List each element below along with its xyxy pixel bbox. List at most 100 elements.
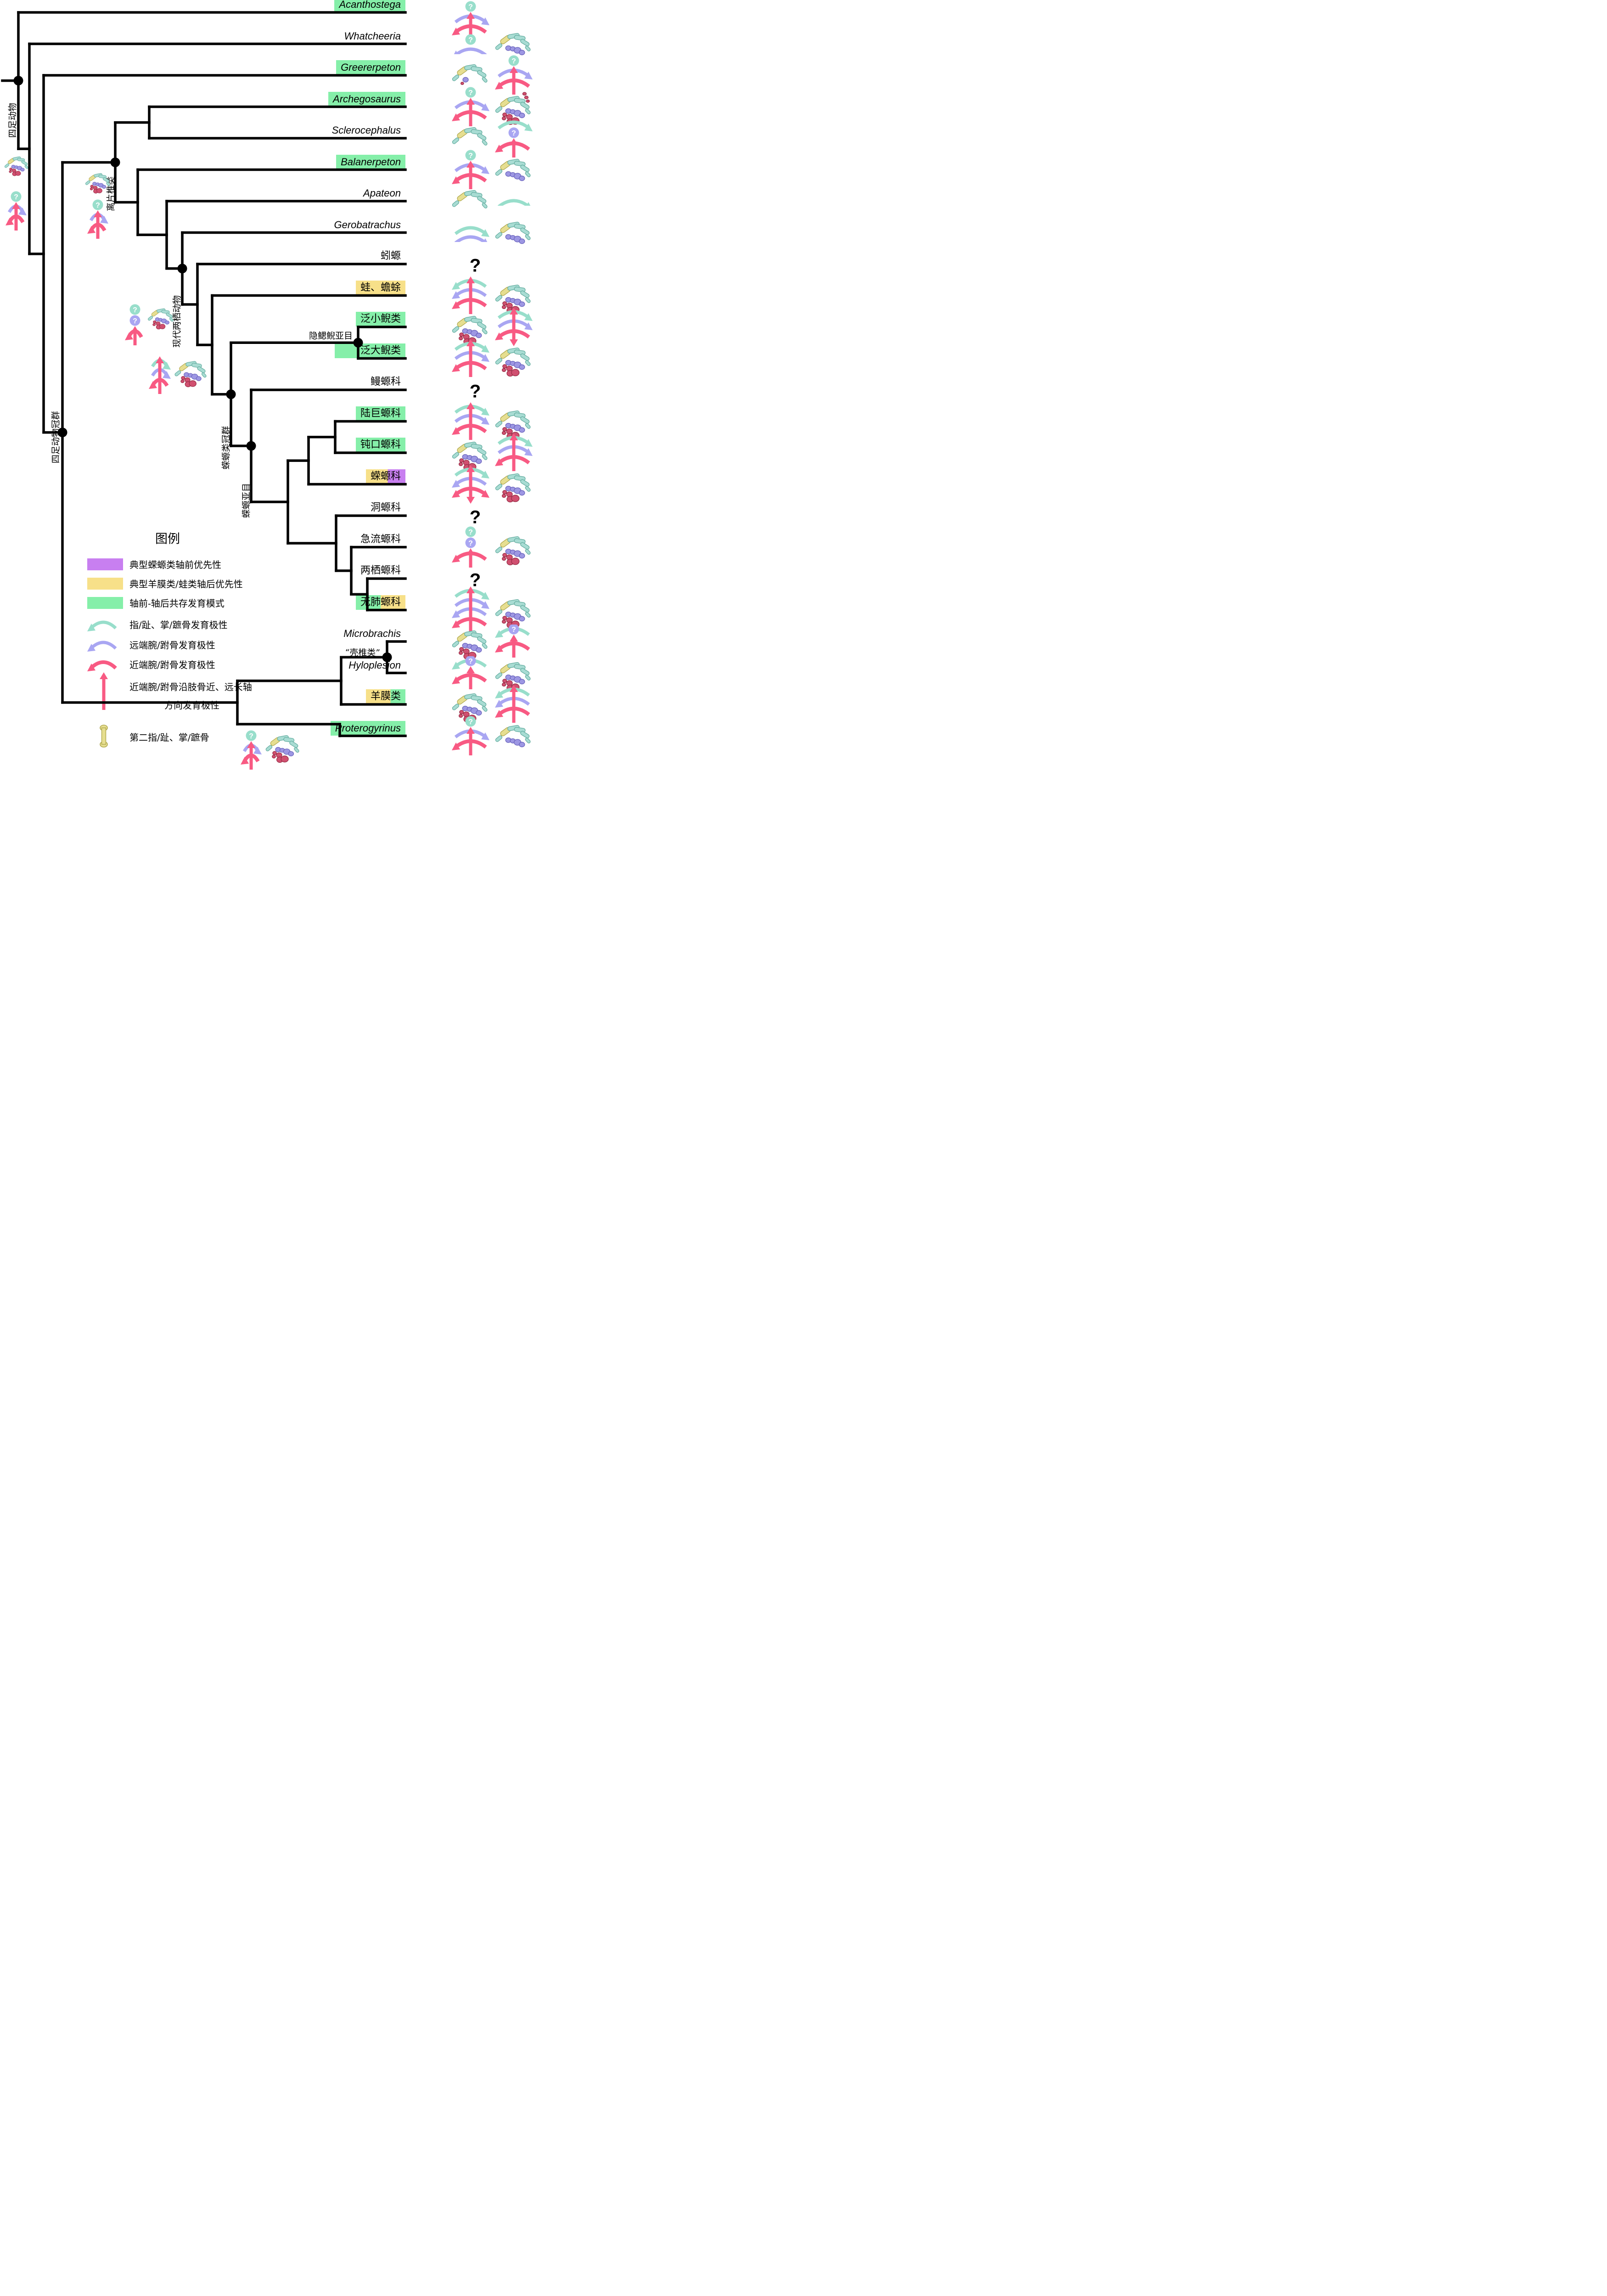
tip-0-col1-arrows-icon: ? [451, 1, 490, 43]
tip-label-21: Hyloplesion [348, 659, 401, 671]
legend-swatch-green [87, 597, 123, 609]
svg-text:?: ? [133, 317, 137, 325]
tip-7-col2-limb-pale-icon [494, 214, 531, 253]
modern-amphibians-node-icons-limb-icon [147, 303, 174, 332]
unknown-question-mark: ? [469, 255, 481, 276]
legend-label: 近端腕/跗骨沿肢骨近、远长轴 [129, 681, 252, 692]
legend-arc-k-l-icon [86, 656, 120, 675]
tip-15-col2-limb-full-icon [494, 466, 531, 505]
tip-label-0: Acanthostega [334, 0, 405, 12]
legend-arc-c-l-icon [86, 616, 120, 635]
tip-label-7: Gerobatrachus [334, 219, 401, 231]
legend-label: 第二指/趾、掌/蹠骨 [129, 732, 209, 743]
tip-15-col1-arrows-icon [451, 465, 490, 506]
svg-text:?: ? [511, 129, 516, 137]
tip-label-13: 陆巨螈科 [355, 406, 405, 421]
svg-text:?: ? [468, 3, 473, 11]
svg-text:?: ? [511, 57, 516, 65]
tip-label-9: 蛙、蟾蜍 [355, 280, 405, 295]
svg-text:?: ? [468, 718, 473, 726]
anthracosaur-node-icons-limb-icon [264, 728, 299, 765]
unknown-question-mark: ? [469, 381, 481, 402]
tip-20-col2-arrows-icon: ? [494, 624, 534, 660]
tip-4-col1-limb-digits-icon [451, 120, 488, 158]
legend-swatch-purple [87, 558, 123, 570]
labels-layer: Acanthostega Whatcheeria Greererpeton Arche… [0, 0, 536, 782]
tip-21-col1-arrows-icon: ? [451, 655, 490, 692]
salamander-crown-node-icons-limb-icon [174, 355, 207, 389]
tip-9-col2-limb-full-icon [494, 277, 531, 316]
tip-label-8: 蚓螈 [380, 250, 401, 262]
tip-17-col2-limb-full-icon [494, 529, 531, 568]
tip-label-22: 羊膜类 [365, 689, 405, 704]
legend-label: 远端腕/跗骨发育极性 [129, 640, 215, 651]
svg-text:?: ? [511, 626, 516, 634]
tip-4-col2-arrows-icon: ? [494, 118, 534, 160]
legend-label: 近端腕/跗骨发育极性 [129, 659, 215, 670]
tip-11-col1-arrows-icon [451, 339, 490, 380]
tip-10-col2-arrows-icon [494, 308, 534, 348]
phylogeny-figure: Acanthostega Whatcheeria Greererpeton Arche… [0, 0, 536, 782]
tip-label-3: Archegosaurus [328, 91, 405, 107]
tip-6-col1-limb-digits-icon [451, 183, 488, 221]
tip-label-2: Greererpeton [336, 60, 405, 75]
svg-text:?: ? [468, 658, 473, 665]
svg-text:?: ? [468, 89, 473, 97]
tip-label-12: 鳗螈科 [370, 376, 401, 388]
legend-label: 典型蝾螈类轴前优先性 [129, 559, 221, 570]
svg-text:?: ? [468, 529, 473, 536]
unknown-question-mark: ? [469, 507, 481, 528]
legend-proximal-axis-arrow-icon [95, 671, 113, 713]
legend-label-line2: 方向发育极性 [164, 700, 219, 711]
temnospondyli-node-icons-limb-icon [84, 168, 110, 196]
tetrapoda-node-icons-limb-icon [4, 152, 28, 178]
tip-14-col2-arrows-icon [494, 433, 534, 474]
tip-label-20: Microbrachis [343, 628, 401, 639]
tip-label-18: 两栖螈科 [360, 565, 401, 576]
legend-label: 轴前-轴后共存发育模式 [129, 598, 225, 609]
tip-label-16: 洞螈科 [370, 502, 401, 513]
tip-label-5: Balanerpeton [336, 154, 405, 169]
tip-label-15: 蝾螈科 [365, 469, 405, 484]
clade-label: “壳椎类” [345, 647, 380, 658]
tip-23-col2-limb-pale-icon [494, 718, 531, 756]
tip-label-11: 泛大鲵类 [334, 343, 405, 358]
legend-arc-p-l-icon [86, 636, 120, 655]
tip-label-17: 急流螈科 [360, 533, 401, 545]
tip-19-col2-limb-full-icon [494, 592, 531, 630]
legend-second-digit-bone-icon [97, 725, 110, 749]
unknown-question-mark: ? [469, 570, 481, 591]
svg-text:?: ? [468, 540, 473, 547]
tip-2-col2-arrows-icon: ? [494, 55, 534, 97]
tip-17-col1-arrows-icon: ?? [451, 526, 490, 570]
tip-23-col1-arrows-icon: ? [451, 716, 490, 758]
tip-5-col1-arrows-icon: ? [451, 150, 490, 192]
tip-label-23: Proterogyrinus [330, 720, 405, 736]
salamander-crown-node-icons-arrows-icon [148, 356, 172, 397]
svg-text:?: ? [96, 202, 100, 209]
legend-label: 指/趾、掌/蹠骨发育极性 [129, 619, 228, 630]
tip-label-14: 钝口螈科 [355, 438, 405, 452]
svg-text:?: ? [14, 193, 18, 201]
tip-2-col1-limb-g3-icon [451, 57, 488, 96]
svg-text:?: ? [133, 306, 137, 314]
modern-amphibians-node-icons-arrows-icon: ?? [124, 304, 146, 348]
tip-19-col1-arrows-icon [451, 586, 490, 636]
tip-5-col2-limb-pale-icon [494, 152, 531, 190]
tip-label-1: Whatcheeria [344, 30, 401, 42]
tip-label-4: Sclerocephalus [332, 124, 401, 136]
clade-label: 隐鳃鲵亚目 [309, 331, 353, 341]
tip-11-col2-limb-full-icon [494, 340, 531, 379]
tip-9-col1-arrows-icon [451, 276, 490, 317]
legend-label: 典型羊膜类/蛙类轴后优先性 [129, 579, 243, 590]
legend: 图例 典型蝾螈类轴前优先性典型羊膜类/蛙类轴后优先性 轴前-轴后共存发育模式 指/趾… [0, 0, 536, 782]
svg-text:?: ? [468, 152, 473, 160]
tip-3-col1-arrows-icon: ? [451, 87, 490, 129]
tip-1-col2-limb-pale-icon [494, 26, 531, 64]
anthracosaur-node-icons-arrows-icon: ? [240, 730, 263, 772]
tetrapoda-node-icons-arrows-icon: ? [5, 191, 28, 233]
svg-text:?: ? [249, 732, 253, 740]
tip-label-10: 泛小鲵类 [355, 312, 405, 326]
svg-text:?: ? [468, 36, 473, 44]
legend-title: 图例 [155, 532, 180, 546]
